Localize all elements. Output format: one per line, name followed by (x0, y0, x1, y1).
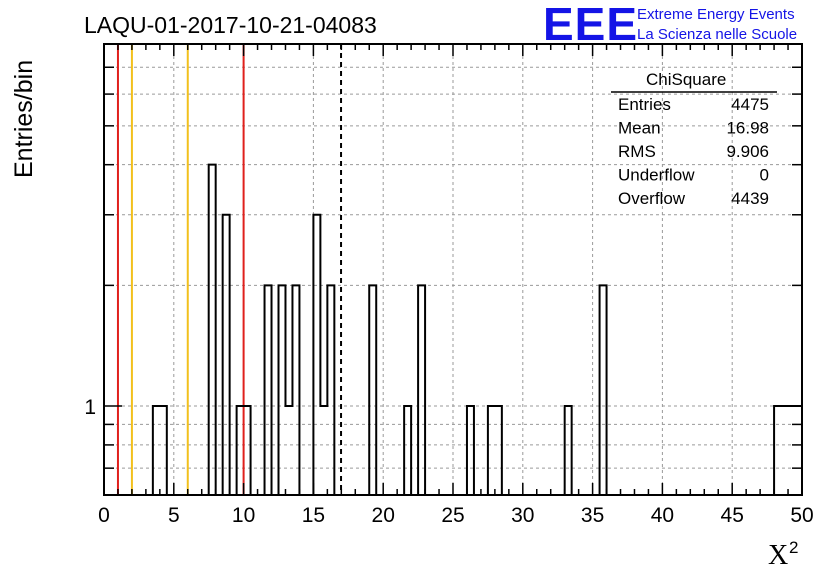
x-tick-label: 40 (651, 504, 674, 527)
histogram-bin (795, 406, 802, 495)
stats-label: Overflow (618, 189, 686, 208)
histogram-bin (279, 285, 286, 495)
x-axis-label-superscript: 2 (789, 538, 798, 557)
histogram-bin (313, 215, 320, 495)
histogram-bin (320, 406, 327, 495)
stats-value: 4475 (731, 95, 769, 114)
axis-ticks (103, 44, 803, 495)
histogram-bin (404, 406, 411, 495)
histogram-bin (160, 406, 167, 495)
histogram-bin (565, 406, 572, 495)
x-tick-label: 0 (98, 504, 110, 527)
stats-label: Entries (618, 95, 671, 114)
x-tick-label: 5 (168, 504, 180, 527)
stats-value: 4439 (731, 189, 769, 208)
histogram-bin (327, 285, 334, 495)
x-tick-label: 45 (721, 504, 744, 527)
grid-lines (104, 44, 802, 495)
histogram-bin (265, 285, 272, 495)
x-tick-label: 30 (511, 504, 534, 527)
axis-tick-labels: 0 5 10 15 20 25 30 35 40 45 50 1 (84, 396, 813, 527)
histogram-bin (488, 406, 495, 495)
histogram-bin (237, 406, 244, 495)
histogram-bin (774, 406, 781, 495)
x-tick-label: 10 (232, 504, 255, 527)
histogram-bin (209, 165, 216, 495)
reference-lines (116, 44, 343, 495)
x-tick-label: 25 (441, 504, 464, 527)
histogram-bin (153, 406, 160, 495)
x-tick-label: 15 (302, 504, 325, 527)
histogram-bin (418, 285, 425, 495)
stats-value: 9.906 (726, 142, 769, 161)
histogram-bin (244, 406, 251, 495)
histogram-bin (467, 406, 474, 495)
histogram-bin (369, 285, 376, 495)
histogram-bin (223, 215, 230, 495)
x-tick-label: 20 (372, 504, 395, 527)
histogram-bin (788, 406, 795, 495)
chart-title: LAQU-01-2017-10-21-04083 (84, 12, 377, 38)
brand-line-2: La Scienza nelle Scuole (637, 26, 797, 43)
stats-label: Mean (618, 119, 661, 138)
histogram-bin (495, 406, 502, 495)
x-axis-label: X (768, 540, 788, 571)
x-tick-label: 50 (790, 504, 813, 527)
brand-line-1: Extreme Energy Events (637, 6, 795, 23)
histogram-bin (285, 406, 292, 495)
y-tick-label: 1 (84, 396, 96, 419)
stats-title: ChiSquare (646, 70, 726, 89)
stats-value: 0 (760, 166, 769, 185)
histogram-bin (600, 285, 607, 495)
stats-rows: Entries 4475 Mean 16.98 RMS 9.906 Underflow 0 Ov… (618, 95, 769, 208)
y-axis-label: Entries/bin (10, 60, 38, 178)
eee-logo: EEE (543, 0, 638, 50)
histogram-bin (781, 406, 788, 495)
stats-box: ChiSquare Entries 4475 Mean 16.98 RMS 9.906 Un… (611, 70, 777, 208)
stats-label: RMS (618, 142, 656, 161)
histogram-bin (292, 285, 299, 495)
x-tick-label: 35 (581, 504, 604, 527)
stats-label: Underflow (618, 166, 695, 185)
stats-value: 16.98 (726, 119, 769, 138)
